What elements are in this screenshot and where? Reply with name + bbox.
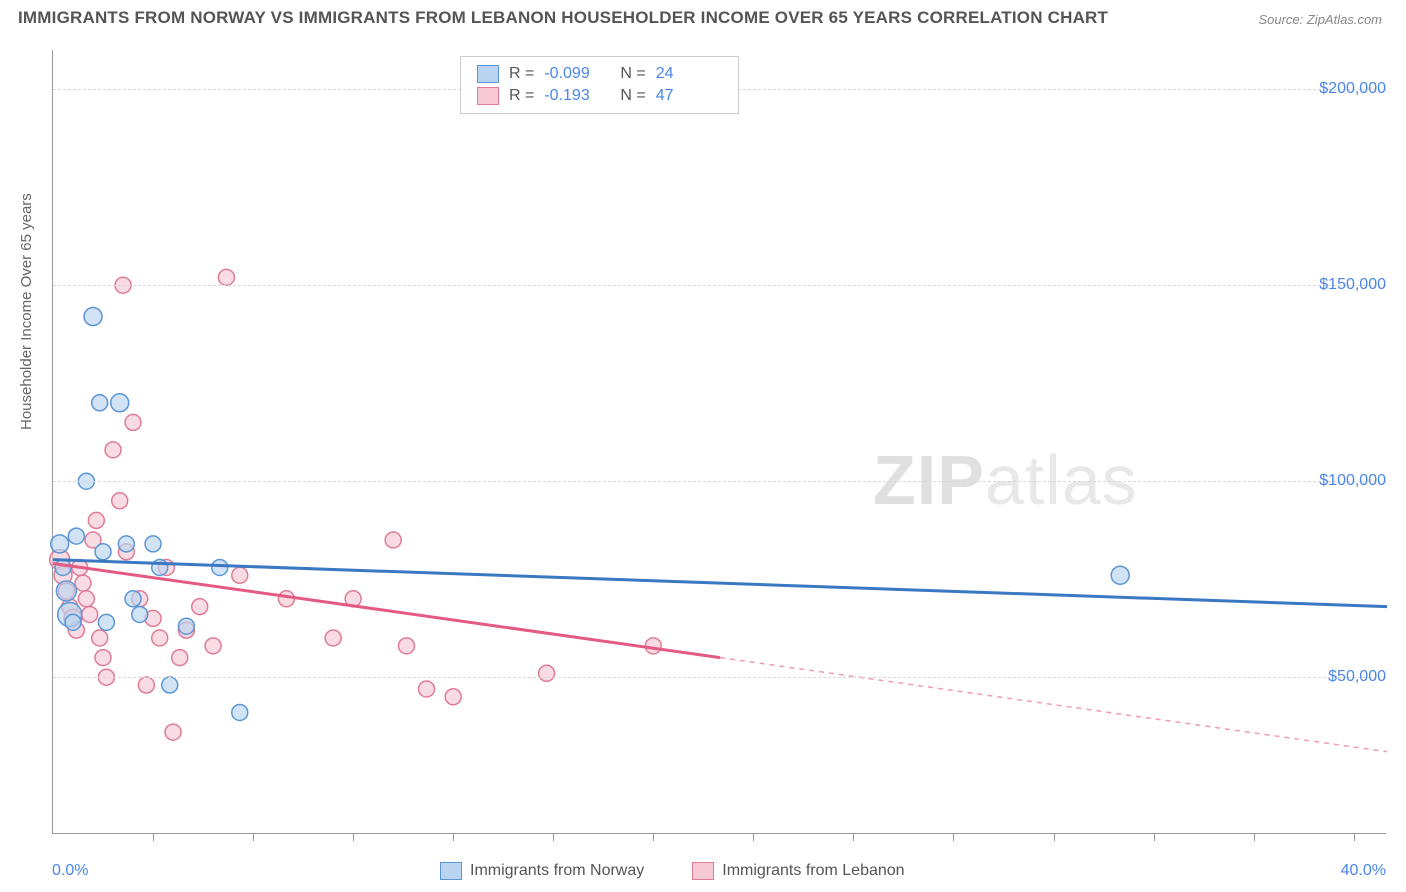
n-label: N = bbox=[620, 65, 645, 83]
scatter-point bbox=[399, 638, 415, 654]
scatter-point bbox=[212, 559, 228, 575]
x-tick bbox=[653, 833, 654, 841]
legend-label-lebanon: Immigrants from Lebanon bbox=[722, 862, 904, 880]
stat-row-norway: R = -0.099 N = 24 bbox=[477, 63, 722, 85]
scatter-point bbox=[56, 581, 76, 601]
r-value-lebanon: -0.193 bbox=[544, 87, 610, 105]
x-tick bbox=[253, 833, 254, 841]
scatter-point bbox=[95, 650, 111, 666]
source-label: Source: ZipAtlas.com bbox=[1258, 12, 1382, 27]
scatter-point bbox=[88, 512, 104, 528]
stat-row-lebanon: R = -0.193 N = 47 bbox=[477, 85, 722, 107]
scatter-point bbox=[111, 394, 129, 412]
bottom-legend: Immigrants from Norway Immigrants from L… bbox=[440, 862, 905, 880]
scatter-point bbox=[65, 614, 81, 630]
scatter-point bbox=[178, 618, 194, 634]
x-tick bbox=[1354, 833, 1355, 841]
scatter-point bbox=[125, 591, 141, 607]
scatter-point bbox=[75, 575, 91, 591]
x-tick bbox=[1254, 833, 1255, 841]
scatter-point bbox=[118, 536, 134, 552]
scatter-point bbox=[51, 535, 69, 553]
n-label-2: N = bbox=[620, 87, 645, 105]
legend-item-lebanon: Immigrants from Lebanon bbox=[692, 862, 904, 880]
scatter-point bbox=[192, 599, 208, 615]
x-tick bbox=[153, 833, 154, 841]
legend-item-norway: Immigrants from Norway bbox=[440, 862, 644, 880]
n-value-lebanon: 47 bbox=[656, 87, 722, 105]
gridline bbox=[53, 481, 1386, 482]
x-tick bbox=[1154, 833, 1155, 841]
x-tick bbox=[353, 833, 354, 841]
scatter-point bbox=[125, 414, 141, 430]
x-tick bbox=[753, 833, 754, 841]
y-axis-label: Householder Income Over 65 years bbox=[18, 193, 35, 430]
scatter-point bbox=[232, 704, 248, 720]
chart-svg bbox=[53, 50, 1386, 833]
scatter-point bbox=[132, 606, 148, 622]
scatter-point bbox=[82, 606, 98, 622]
scatter-point bbox=[539, 665, 555, 681]
scatter-point bbox=[138, 677, 154, 693]
scatter-point bbox=[445, 689, 461, 705]
x-tick-min: 0.0% bbox=[52, 862, 88, 880]
scatter-point bbox=[78, 591, 94, 607]
chart-title: IMMIGRANTS FROM NORWAY VS IMMIGRANTS FRO… bbox=[18, 8, 1108, 28]
r-label: R = bbox=[509, 65, 534, 83]
r-value-norway: -0.099 bbox=[544, 65, 610, 83]
scatter-point bbox=[162, 677, 178, 693]
swatch-norway bbox=[477, 65, 499, 83]
y-tick-label: $150,000 bbox=[1319, 276, 1386, 294]
scatter-point bbox=[278, 591, 294, 607]
scatter-point bbox=[68, 528, 84, 544]
scatter-point bbox=[205, 638, 221, 654]
scatter-point bbox=[98, 614, 114, 630]
y-tick-label: $100,000 bbox=[1319, 472, 1386, 490]
scatter-point bbox=[645, 638, 661, 654]
legend-swatch-lebanon bbox=[692, 862, 714, 880]
x-tick bbox=[853, 833, 854, 841]
y-tick-label: $200,000 bbox=[1319, 80, 1386, 98]
scatter-point bbox=[84, 308, 102, 326]
x-tick bbox=[1054, 833, 1055, 841]
y-tick-label: $50,000 bbox=[1328, 668, 1386, 686]
scatter-point bbox=[105, 442, 121, 458]
gridline bbox=[53, 285, 1386, 286]
scatter-point bbox=[92, 630, 108, 646]
x-tick bbox=[953, 833, 954, 841]
plot-area: ZIPatlas bbox=[52, 50, 1386, 834]
scatter-point bbox=[112, 493, 128, 509]
scatter-point bbox=[165, 724, 181, 740]
n-value-norway: 24 bbox=[656, 65, 722, 83]
x-tick bbox=[553, 833, 554, 841]
scatter-point bbox=[145, 536, 161, 552]
scatter-point bbox=[172, 650, 188, 666]
x-tick-max: 40.0% bbox=[1341, 862, 1386, 880]
scatter-point bbox=[1111, 566, 1129, 584]
swatch-lebanon bbox=[477, 87, 499, 105]
regression-line-lebanon-dashed bbox=[720, 658, 1387, 752]
stat-legend: R = -0.099 N = 24 R = -0.193 N = 47 bbox=[460, 56, 739, 114]
legend-label-norway: Immigrants from Norway bbox=[470, 862, 644, 880]
gridline bbox=[53, 677, 1386, 678]
scatter-point bbox=[385, 532, 401, 548]
scatter-point bbox=[55, 559, 71, 575]
scatter-point bbox=[218, 269, 234, 285]
scatter-point bbox=[419, 681, 435, 697]
scatter-point bbox=[92, 395, 108, 411]
scatter-point bbox=[95, 544, 111, 560]
x-tick bbox=[453, 833, 454, 841]
scatter-point bbox=[325, 630, 341, 646]
regression-line-norway bbox=[53, 560, 1387, 607]
r-label-2: R = bbox=[509, 87, 534, 105]
scatter-point bbox=[152, 630, 168, 646]
scatter-point bbox=[232, 567, 248, 583]
legend-swatch-norway bbox=[440, 862, 462, 880]
